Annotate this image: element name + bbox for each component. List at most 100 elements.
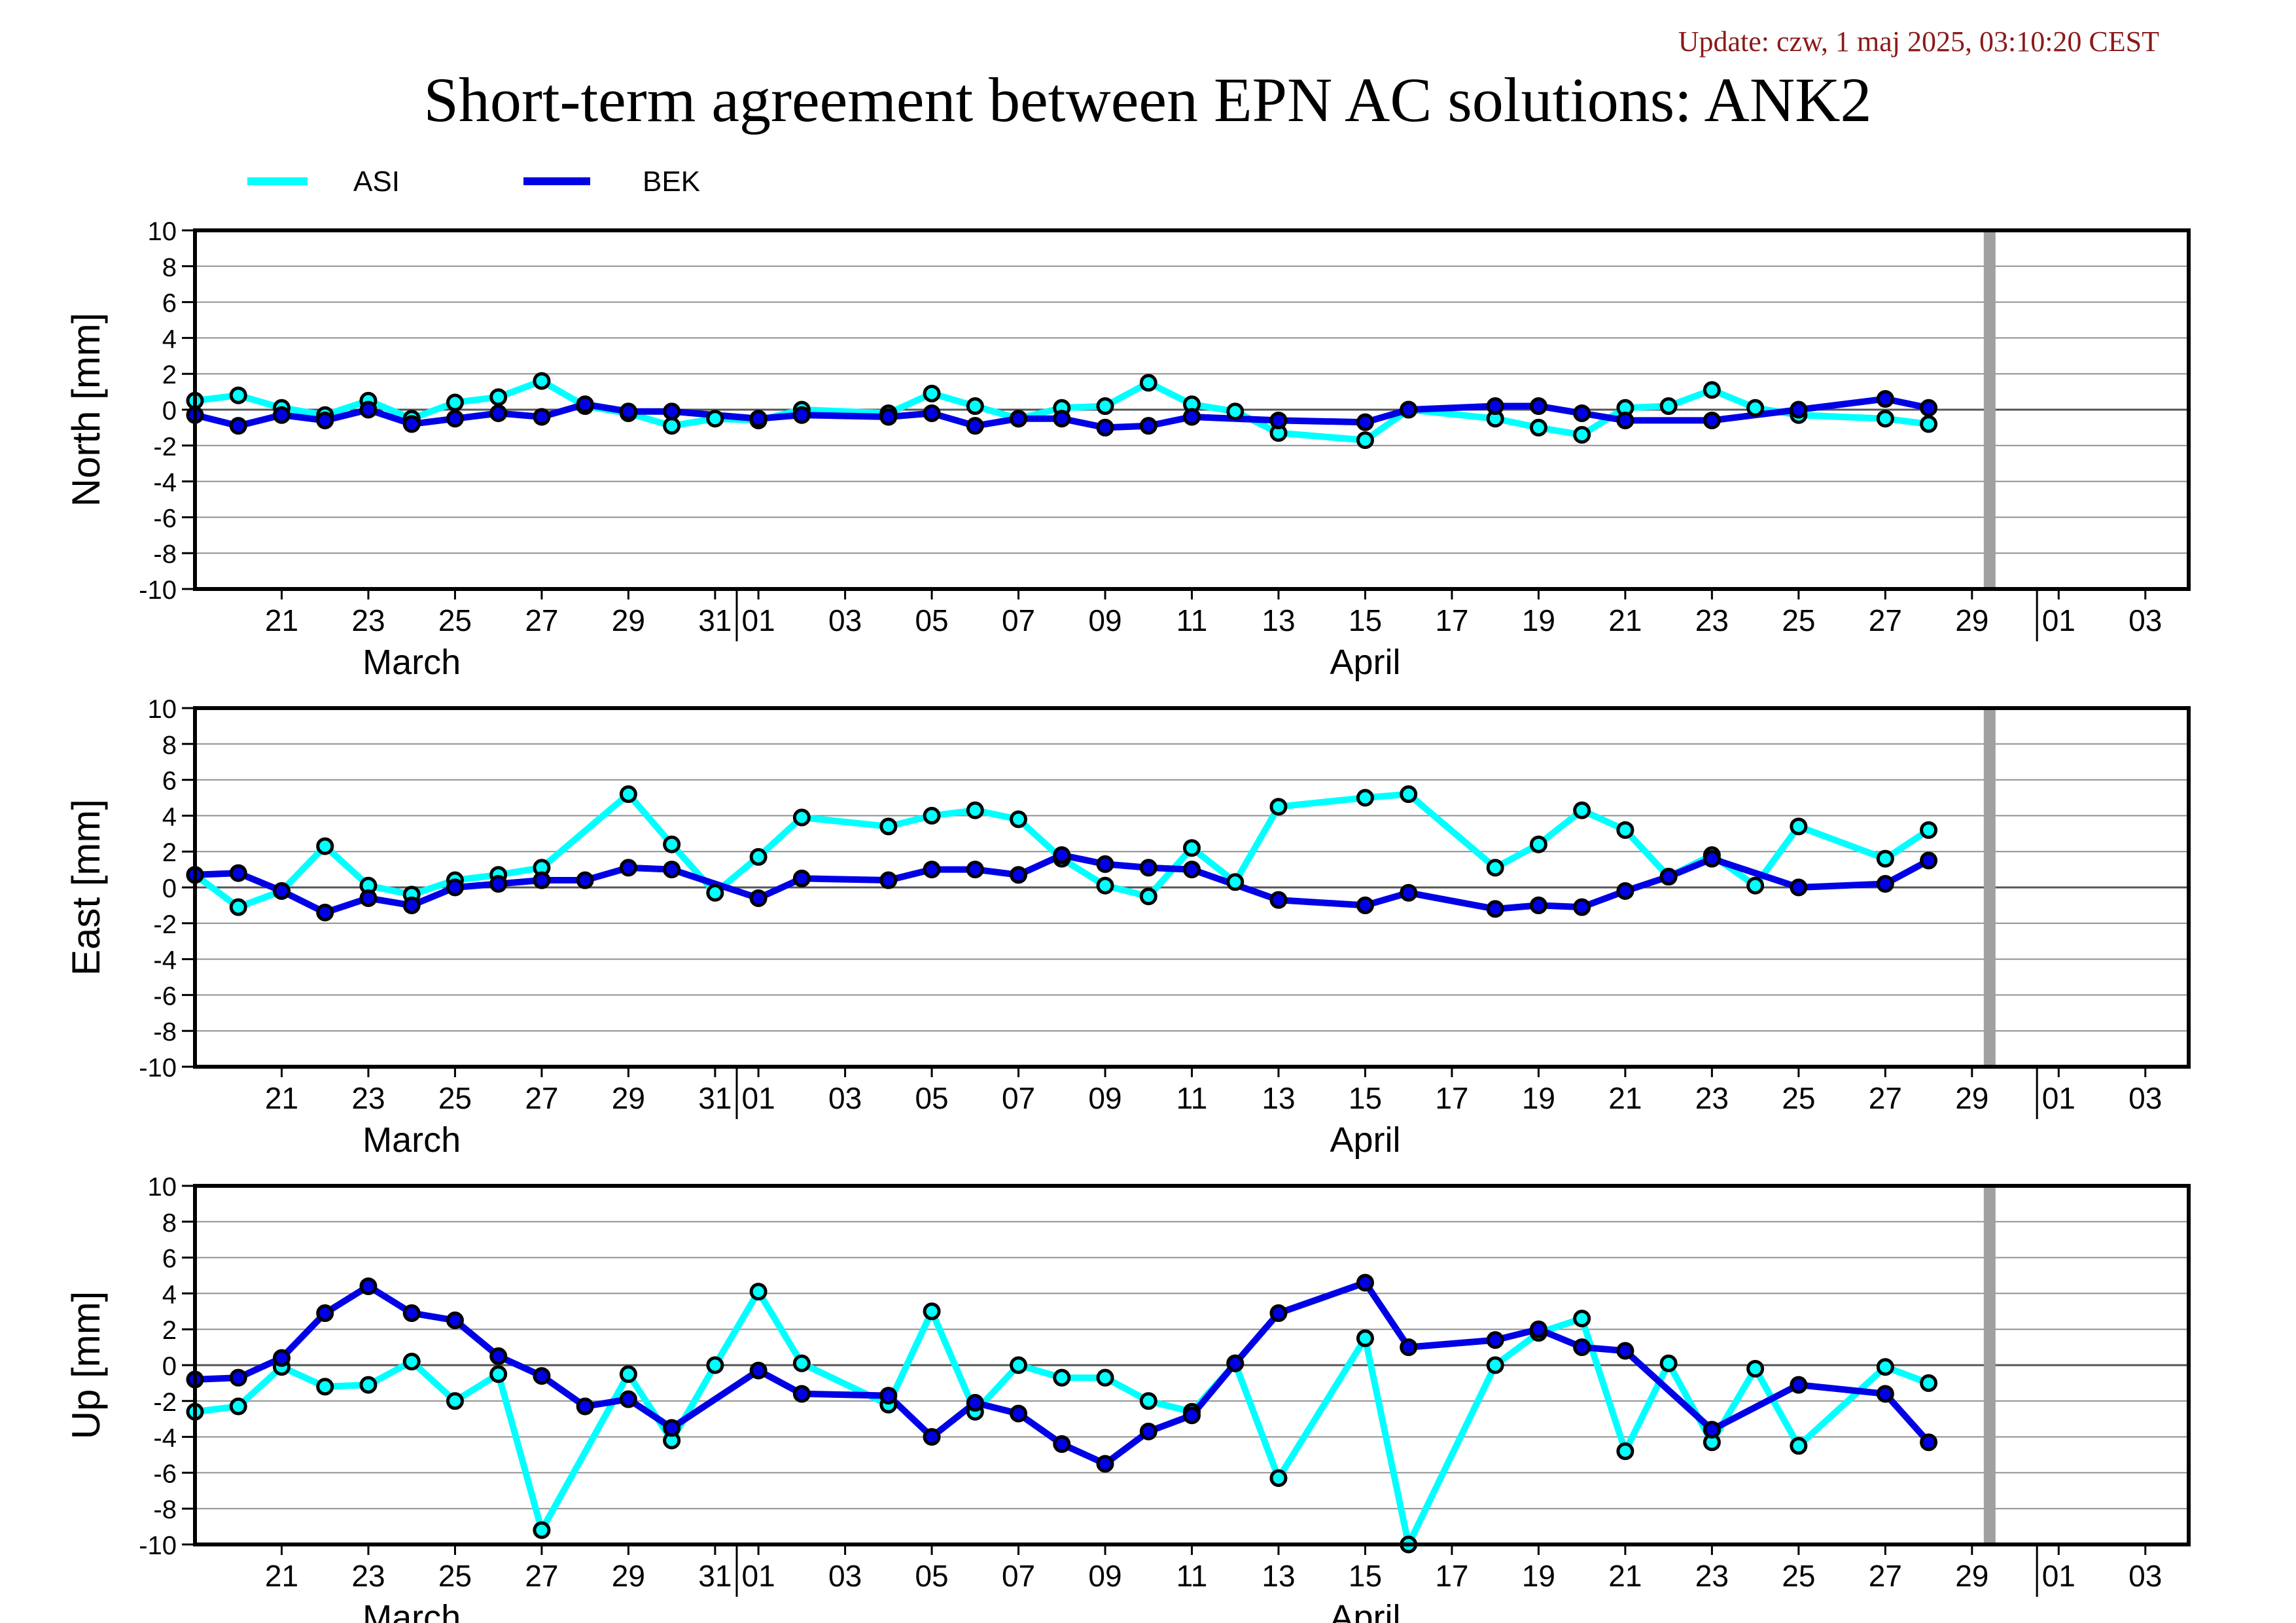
- panel-frame-0: [193, 228, 2191, 591]
- xtick-label-1-16: 21: [1608, 1081, 1642, 1115]
- point-asi-1-32: [1746, 876, 1765, 895]
- point-asi-2-5: [402, 1353, 421, 1371]
- point-bek-1-17: [1010, 866, 1028, 884]
- point-bek-1-23: [1356, 896, 1374, 914]
- point-asi-0-35: [1876, 410, 1894, 428]
- point-bek-1-11: [663, 861, 681, 879]
- xtick-label-1-13: 15: [1349, 1081, 1382, 1115]
- point-bek-0-9: [576, 395, 594, 414]
- point-asi-2-30: [1659, 1354, 1678, 1372]
- point-asi-1-19: [1096, 876, 1114, 895]
- point-asi-2-1: [229, 1397, 247, 1416]
- point-bek-1-3: [316, 903, 334, 921]
- point-asi-0-8: [533, 372, 551, 390]
- ytick-label-2-1: 8: [162, 1209, 177, 1238]
- point-asi-1-1: [229, 898, 247, 916]
- point-asi-0-21: [1139, 374, 1157, 392]
- xtick-label-2-18: 25: [1782, 1559, 1815, 1593]
- point-asi-1-27: [1529, 835, 1547, 853]
- xtick-label-1-9: 07: [1002, 1081, 1035, 1115]
- xtick-label-1-19: 27: [1869, 1081, 1902, 1115]
- point-asi-0-23: [1226, 402, 1245, 421]
- point-asi-0-7: [489, 388, 508, 406]
- ytick-label-2-6: -2: [153, 1388, 177, 1417]
- point-bek-2-25: [1400, 1338, 1418, 1357]
- xtick-label-1-2: 25: [438, 1081, 472, 1115]
- point-bek-2-24: [1356, 1274, 1374, 1292]
- point-bek-1-7: [489, 875, 508, 893]
- point-asi-1-23: [1269, 798, 1288, 816]
- legend-label-asi: ASI: [353, 166, 400, 198]
- point-bek-1-8: [533, 871, 551, 889]
- xtick-label-0-19: 27: [1869, 603, 1902, 637]
- point-asi-0-31: [1659, 397, 1678, 416]
- xtick-label-2-6: 01: [742, 1559, 775, 1593]
- ylabel-0: North [mm]: [64, 313, 108, 507]
- point-bek-0-24: [1400, 401, 1418, 419]
- point-asi-1-33: [1790, 817, 1808, 836]
- point-bek-0-26: [1529, 397, 1547, 416]
- panel-2: 10 8 6 4 2 0 -2 -4 -6 -8 -10 Up [mm] 21 23 25 27 29 31 01 0…: [64, 1173, 2191, 1623]
- xtick-label-2-3: 27: [525, 1559, 558, 1593]
- xtick-label-0-17: 23: [1695, 603, 1729, 637]
- point-bek-1-27: [1573, 898, 1591, 916]
- point-bek-0-30: [1790, 401, 1808, 419]
- xtick-label-1-22: 03: [2128, 1081, 2162, 1115]
- xtick-label-0-5: 31: [698, 603, 732, 637]
- ytick-label-1-10: -10: [139, 1054, 177, 1082]
- point-bek-0-27: [1573, 404, 1591, 422]
- point-asi-1-28: [1573, 801, 1591, 819]
- point-bek-0-2: [272, 406, 291, 424]
- point-asi-1-16: [966, 801, 984, 819]
- xtick-label-1-15: 19: [1522, 1081, 1555, 1115]
- xtick-label-0-15: 19: [1522, 603, 1555, 637]
- point-bek-0-31: [1876, 390, 1894, 408]
- point-bek-2-10: [619, 1390, 637, 1408]
- xtick-label-1-3: 27: [525, 1081, 558, 1115]
- point-bek-1-19: [1096, 855, 1114, 873]
- ytick-label-2-2: 6: [162, 1245, 177, 1274]
- point-bek-2-30: [1703, 1421, 1721, 1439]
- xtick-label-2-1: 23: [351, 1559, 385, 1593]
- point-bek-1-30: [1703, 849, 1721, 868]
- point-asi-1-13: [792, 808, 811, 827]
- xtick-label-2-11: 11: [1176, 1559, 1208, 1593]
- point-bek-2-15: [923, 1428, 941, 1446]
- ytick-label-0-10: -10: [139, 576, 177, 605]
- point-bek-1-24: [1400, 883, 1418, 902]
- point-asi-2-13: [792, 1354, 811, 1372]
- point-bek-2-21: [1183, 1406, 1201, 1425]
- ylabel-1: East [mm]: [64, 799, 108, 976]
- xtick-label-2-16: 21: [1608, 1559, 1642, 1593]
- xtick-label-0-3: 27: [525, 603, 558, 637]
- xtick-label-0-0: 21: [265, 603, 298, 637]
- xtick-label-2-9: 07: [1002, 1559, 1035, 1593]
- xtick-label-1-11: 11: [1176, 1081, 1208, 1115]
- xtick-label-1-1: 23: [351, 1081, 385, 1115]
- point-bek-1-10: [619, 859, 637, 877]
- xtick-label-2-17: 23: [1695, 1559, 1729, 1593]
- point-bek-0-20: [1139, 417, 1157, 435]
- point-bek-2-31: [1790, 1376, 1808, 1394]
- point-asi-1-9: [619, 785, 637, 804]
- xtick-label-1-5: 31: [698, 1081, 732, 1115]
- point-bek-0-21: [1183, 408, 1201, 426]
- ytick-label-1-6: -2: [153, 910, 177, 939]
- point-asi-1-29: [1616, 821, 1634, 839]
- point-bek-0-11: [663, 402, 681, 421]
- point-bek-0-19: [1096, 418, 1114, 437]
- xtick-label-1-18: 25: [1782, 1081, 1815, 1115]
- ytick-label-1-4: 2: [162, 838, 177, 867]
- ytick-label-2-3: 4: [162, 1280, 177, 1309]
- point-asi-2-34: [1876, 1358, 1894, 1376]
- point-asi-2-23: [1269, 1469, 1288, 1488]
- point-asi-1-10: [663, 835, 681, 853]
- xtick-label-1-21: 01: [2042, 1081, 2075, 1115]
- point-asi-0-25: [1356, 431, 1374, 450]
- point-bek-0-15: [923, 404, 941, 422]
- point-bek-0-5: [402, 415, 421, 433]
- point-asi-2-24: [1356, 1329, 1374, 1347]
- xtick-label-0-6: 01: [742, 603, 775, 637]
- point-asi-1-35: [1920, 821, 1938, 839]
